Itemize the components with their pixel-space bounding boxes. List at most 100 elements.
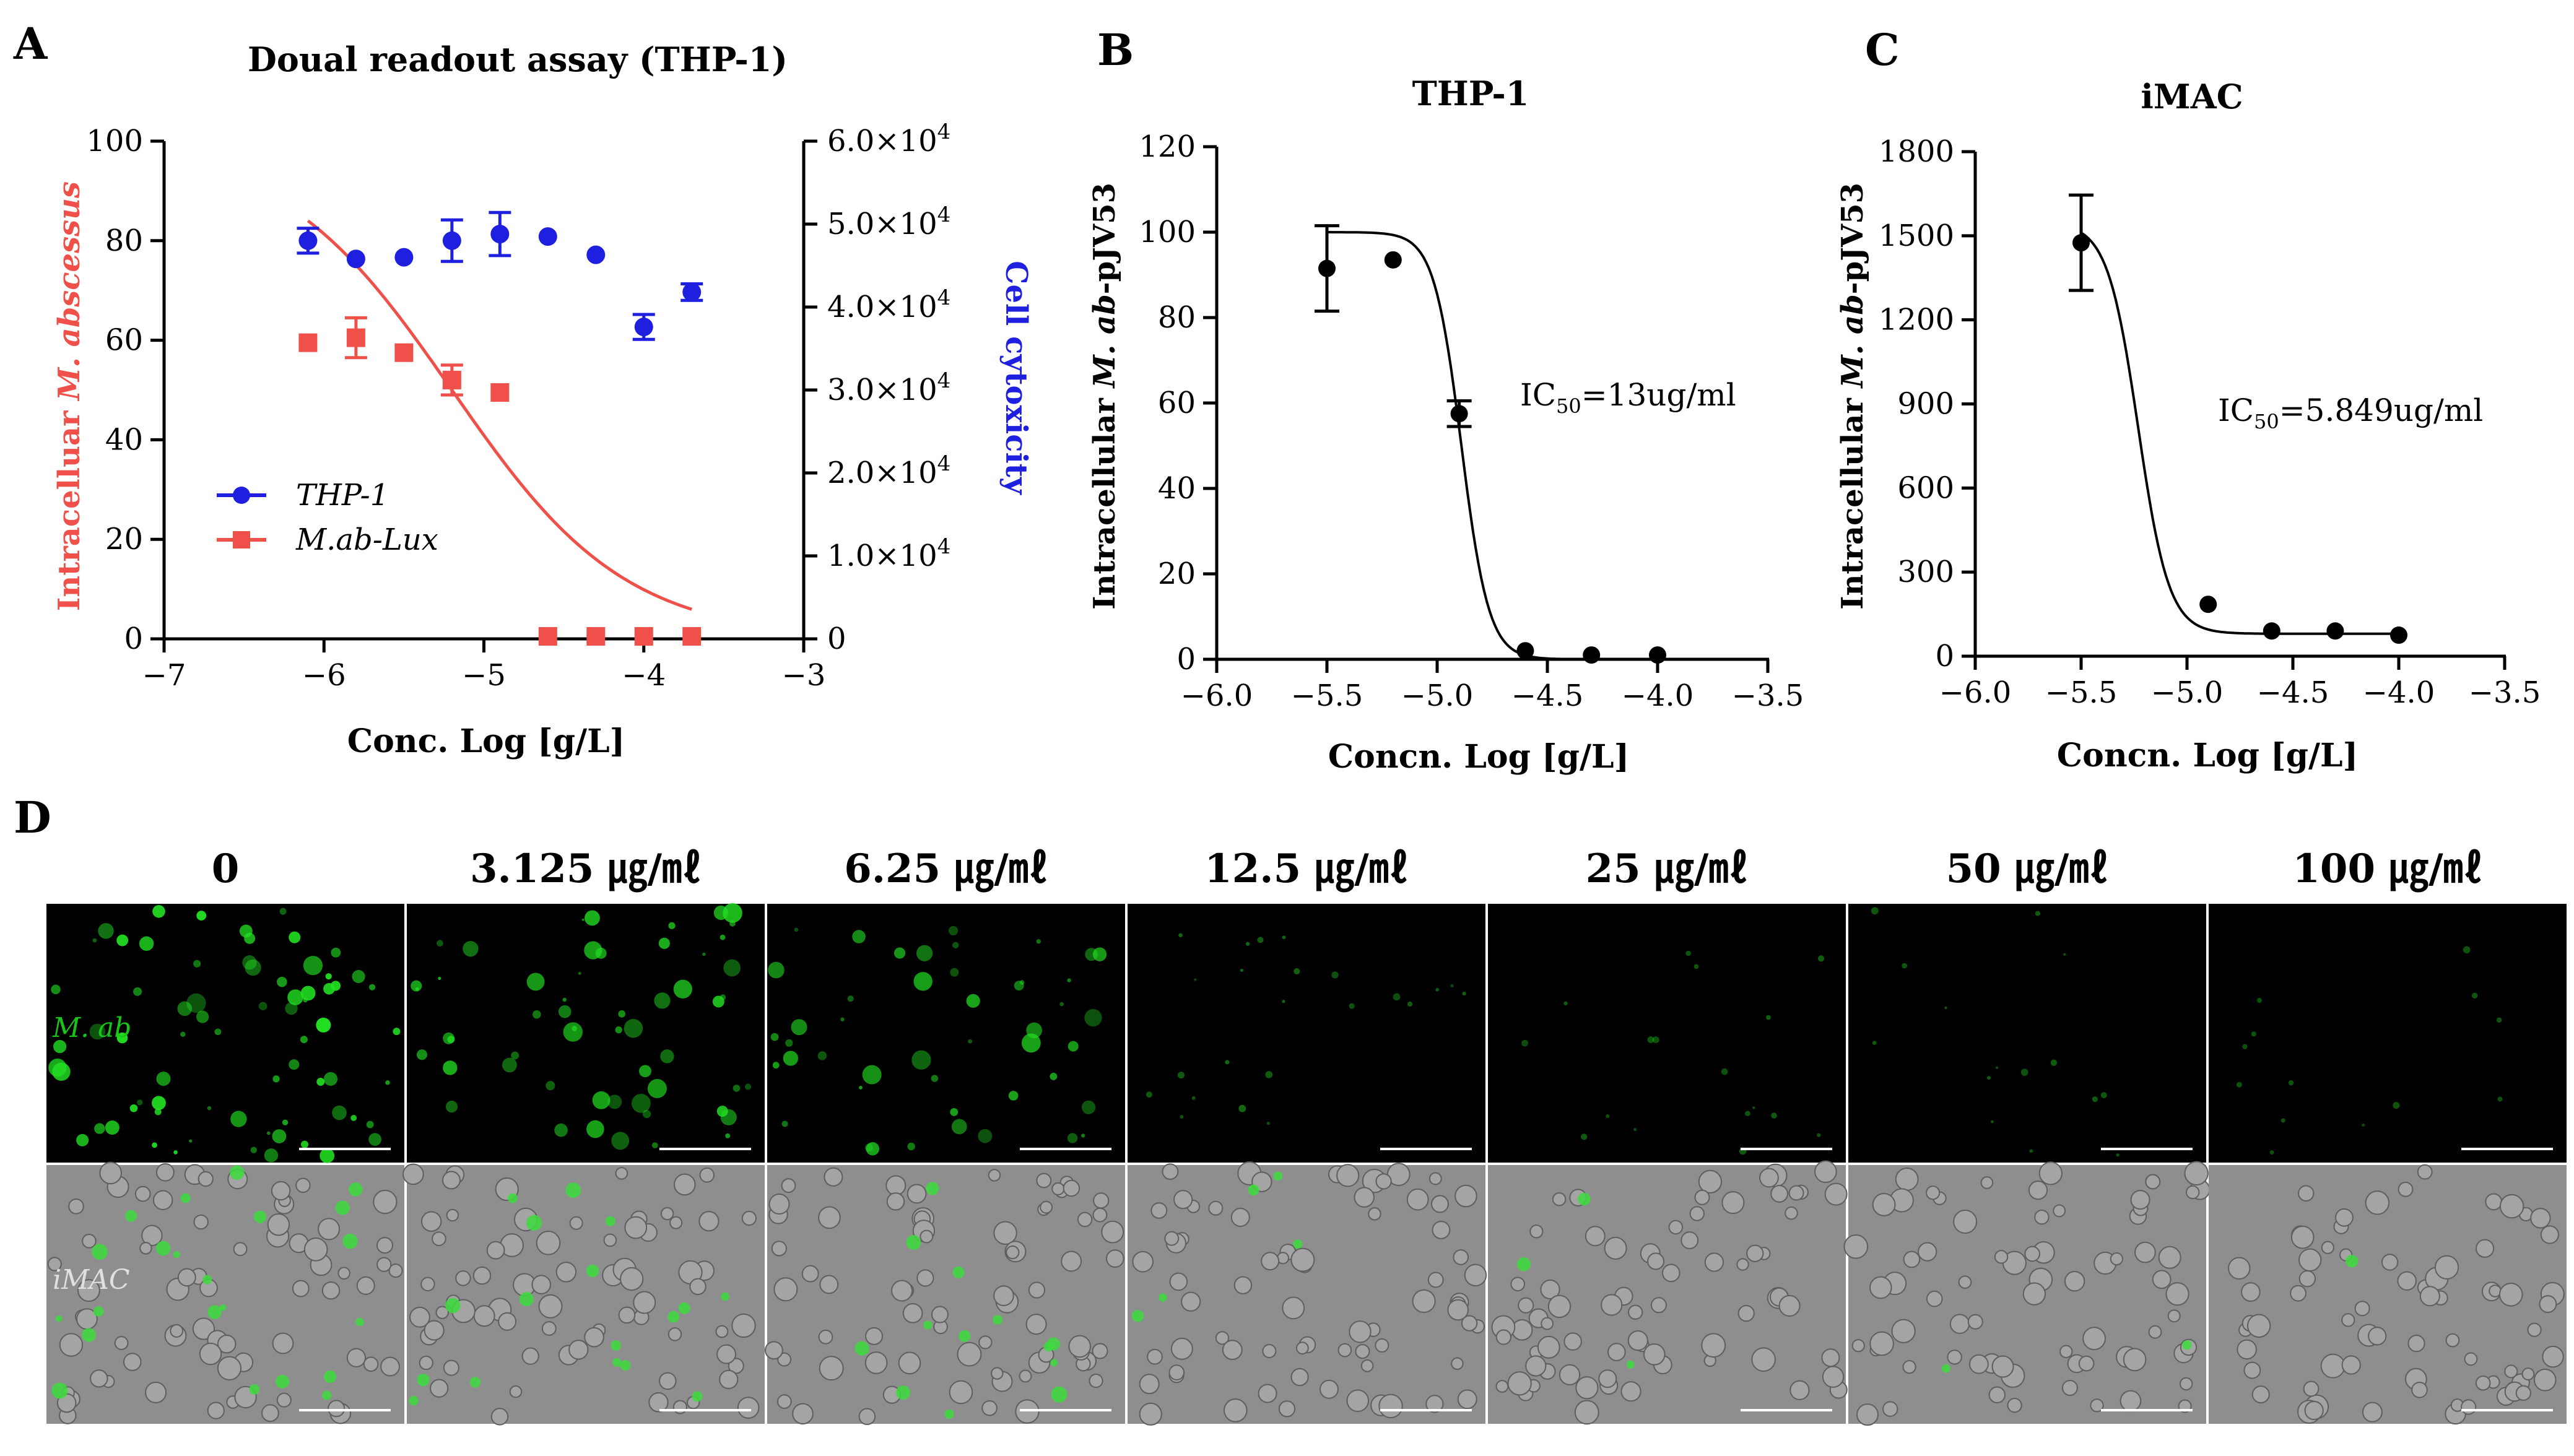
fluorescent-spot [632, 1093, 651, 1113]
cell [1349, 1320, 1372, 1343]
fluorescence-background [1128, 904, 1485, 1163]
infected-cell-signal [507, 1193, 518, 1203]
panel-b-data-point [1318, 259, 1336, 277]
cell [199, 1342, 222, 1366]
panel-b-ic50-sub: 50 [1556, 394, 1581, 418]
fluorescence-background [1488, 904, 1846, 1163]
panel-a-right-y-tick-label: 4.0×104 [827, 285, 950, 324]
fluorescent-spot [285, 1002, 298, 1015]
cell [2533, 1368, 2557, 1392]
panel-b-data-point [1516, 642, 1534, 660]
cell [1814, 1160, 1837, 1184]
fluorescent-spot [852, 930, 866, 943]
fluorescent-spot [931, 1075, 939, 1082]
fluorescent-spot [51, 984, 61, 995]
cell [1028, 1281, 1046, 1299]
fluorescence-background [767, 904, 1125, 1163]
fluorescent-spot [913, 972, 933, 991]
fluorescent-spot [911, 1050, 931, 1070]
cell [531, 1275, 552, 1294]
fluorescent-spot [186, 993, 206, 1013]
fluorescent-spot [894, 947, 906, 959]
cell [1092, 1207, 1108, 1223]
panel-b-x-tick-label: −5.0 [1401, 678, 1474, 713]
infected-cell-signal [230, 1165, 245, 1180]
cell [217, 1356, 242, 1380]
cell [669, 1216, 683, 1229]
fluorescent-spot [951, 1119, 967, 1135]
cell [2417, 1164, 2433, 1180]
cell [2165, 1282, 2189, 1306]
microscopy-grid: 0 3.125 ㎍/㎖ 6.25 ㎍/㎖ 12.5 ㎍/㎖ 25 ㎍/㎖ 50 ㎍/㎖ 10… [46, 846, 2567, 1426]
cell [1698, 1169, 1723, 1194]
cell [472, 1266, 492, 1285]
cell [2082, 1327, 2106, 1351]
infected-cell-signal [469, 1377, 481, 1388]
cell [658, 1372, 677, 1390]
cell [2152, 1270, 2172, 1289]
dose-column-header: 25 ㎍/㎖ [1586, 846, 1749, 893]
cell [1453, 1249, 1469, 1265]
cell [193, 1214, 209, 1230]
cell [1162, 1163, 1179, 1181]
fluorescent-spot [558, 1005, 572, 1018]
infected-cell-signal [82, 1328, 96, 1342]
fluorescent-spot [615, 1026, 622, 1034]
cell [2475, 1375, 2491, 1391]
fluorescent-spot [511, 1051, 520, 1060]
fluorescent-spot [152, 1096, 166, 1111]
fluorescent-spot [193, 960, 201, 968]
fluorescent-spot [729, 920, 736, 927]
cell [920, 1229, 934, 1244]
cell [728, 1358, 744, 1374]
cell [1574, 1400, 1599, 1425]
cell [198, 1171, 214, 1187]
fluorescent-spot [242, 955, 257, 970]
cell [949, 1380, 973, 1405]
fluorescence-tile [1848, 904, 2206, 1163]
cell [2028, 1181, 2048, 1200]
cell [801, 1265, 819, 1283]
fluorescent-spot [2463, 946, 2471, 954]
panel-b-y-tick-label: 100 [1139, 215, 1196, 249]
panel-a-plot: −7 −6 −5 −4 −302040608010001.0×1042.0×1043.0… [86, 119, 950, 693]
panel-a-point-mab-lux [490, 383, 510, 402]
cell [498, 1312, 517, 1331]
cell [1559, 1364, 1581, 1385]
fluorescent-spot [2100, 1092, 2107, 1099]
fluorescent-spot [563, 1022, 583, 1042]
panel-c-plot: −6.0 −5.5 −5.0 −4.5 −4.0 −3.5 0 300 600 900 1200 15… [1879, 134, 2541, 710]
infected-cell-signal [249, 1384, 260, 1395]
cell [446, 1208, 459, 1222]
cell [633, 1291, 656, 1314]
cell [1529, 1224, 1544, 1239]
cell [1464, 1263, 1487, 1287]
cell [1759, 1168, 1779, 1188]
cell [819, 1275, 839, 1294]
cell [1856, 1403, 1879, 1426]
cell [1751, 1347, 1776, 1372]
panel-a-right-y-tick-label: 2.0×104 [827, 451, 950, 490]
cell [648, 1392, 669, 1413]
fluorescent-spot [840, 1017, 845, 1021]
fluorescent-spot [658, 937, 670, 949]
fluorescent-spot [1450, 984, 1454, 987]
fluorescent-spot [2251, 1031, 2256, 1037]
cell [1704, 1252, 1724, 1272]
cell [90, 1369, 108, 1388]
fluorescent-spot [92, 938, 97, 943]
panel-b-y-label-part3: -pJV53 [1087, 183, 1122, 294]
fluorescent-spot [272, 1075, 280, 1083]
infected-cell-signal [93, 1306, 104, 1317]
fluorescent-spot [950, 968, 959, 977]
cell [2498, 1282, 2523, 1307]
fluorescent-spot [1266, 1121, 1270, 1125]
cell [891, 1280, 913, 1302]
fluorescent-spot [245, 959, 261, 976]
cell [698, 1211, 720, 1232]
fluorescent-spot [1996, 1066, 1999, 1069]
fluorescent-spot [2116, 1153, 2120, 1157]
infected-cell-signal [445, 1298, 461, 1314]
cell [541, 1321, 557, 1336]
fluorescent-spot [2020, 1068, 2028, 1076]
